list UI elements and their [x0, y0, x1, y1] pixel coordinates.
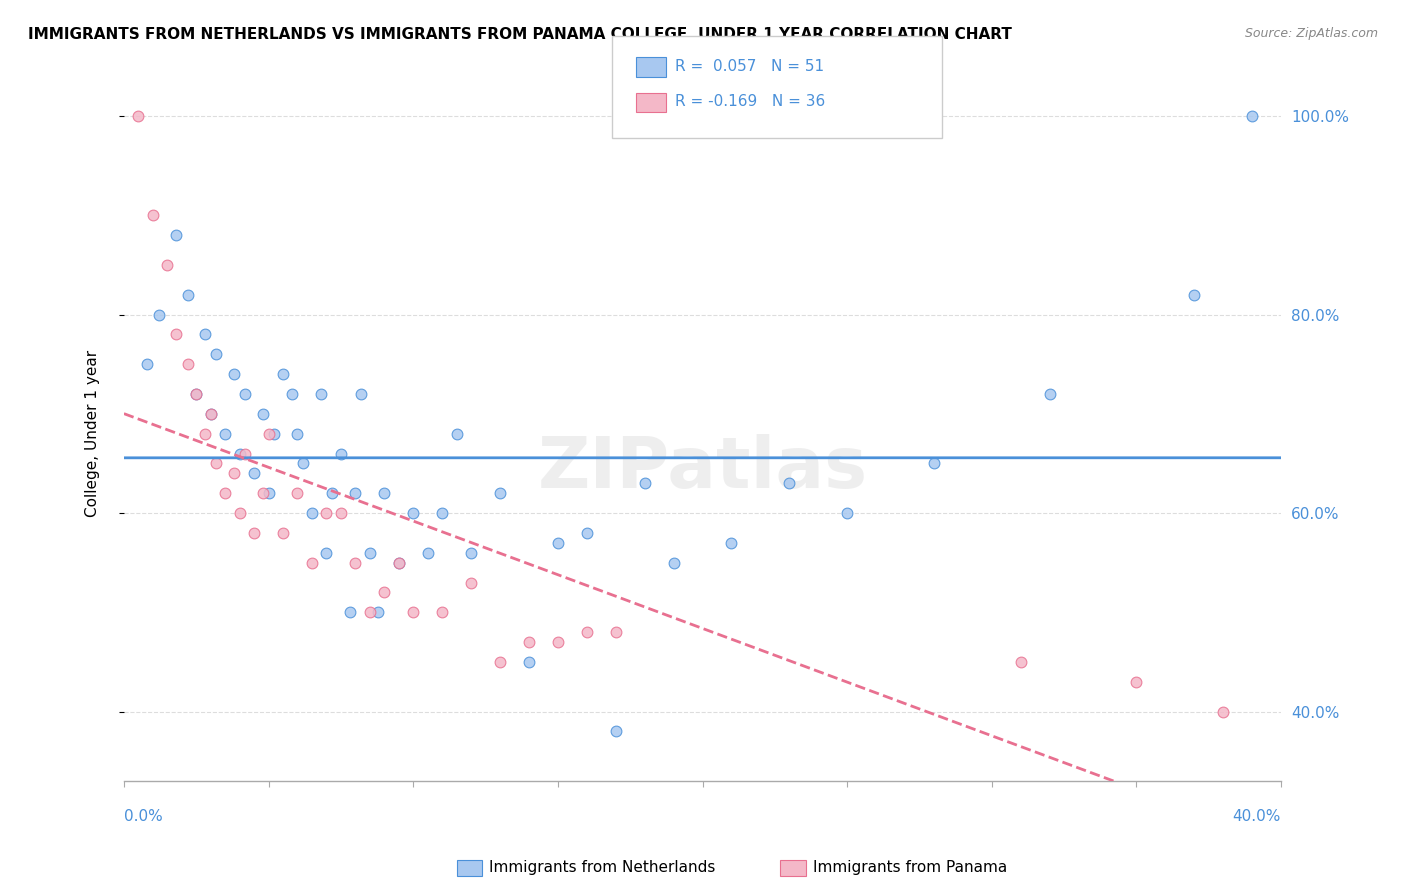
Point — [367, 605, 389, 619]
Point — [416, 546, 439, 560]
Point — [1241, 109, 1264, 123]
Point — [837, 506, 859, 520]
Point — [263, 426, 285, 441]
Point — [165, 327, 187, 342]
Point — [388, 556, 411, 570]
Point — [136, 357, 159, 371]
Point — [1212, 705, 1234, 719]
Point — [321, 486, 343, 500]
Point — [605, 724, 627, 739]
Point — [662, 556, 685, 570]
Point — [575, 625, 598, 640]
Point — [309, 387, 332, 401]
Point — [186, 387, 208, 401]
Point — [292, 457, 315, 471]
Y-axis label: College, Under 1 year: College, Under 1 year — [86, 351, 100, 517]
Point — [243, 467, 266, 481]
Point — [214, 426, 236, 441]
Text: Source: ZipAtlas.com: Source: ZipAtlas.com — [1244, 27, 1378, 40]
Point — [301, 506, 323, 520]
Point — [339, 605, 361, 619]
Point — [1039, 387, 1062, 401]
Point — [271, 525, 294, 540]
Point — [271, 367, 294, 381]
Point — [315, 506, 337, 520]
Point — [373, 486, 395, 500]
Point — [243, 525, 266, 540]
Point — [257, 486, 280, 500]
Point — [547, 635, 569, 649]
Point — [228, 506, 250, 520]
Text: ZIPatlas: ZIPatlas — [537, 434, 868, 503]
Point — [228, 446, 250, 460]
Point — [186, 387, 208, 401]
Point — [446, 426, 468, 441]
Point — [194, 327, 217, 342]
Point — [720, 536, 742, 550]
Point — [205, 347, 228, 361]
Point — [575, 525, 598, 540]
Point — [605, 625, 627, 640]
Point — [359, 605, 381, 619]
Point — [252, 407, 274, 421]
Point — [222, 367, 245, 381]
Point — [388, 556, 411, 570]
Point — [315, 546, 337, 560]
Point — [165, 228, 187, 243]
Point — [547, 536, 569, 550]
Point — [235, 387, 257, 401]
Point — [633, 476, 655, 491]
Point — [460, 546, 482, 560]
Point — [222, 467, 245, 481]
Point — [344, 556, 367, 570]
Point — [301, 556, 323, 570]
Point — [205, 457, 228, 471]
Text: Immigrants from Netherlands: Immigrants from Netherlands — [489, 861, 716, 875]
Point — [489, 655, 512, 669]
Point — [156, 258, 179, 272]
Point — [1010, 655, 1032, 669]
Text: R = -0.169   N = 36: R = -0.169 N = 36 — [675, 95, 825, 109]
Point — [344, 486, 367, 500]
Point — [200, 407, 222, 421]
Text: 0.0%: 0.0% — [124, 809, 163, 824]
Point — [460, 575, 482, 590]
Point — [252, 486, 274, 500]
Point — [1182, 287, 1205, 301]
Point — [359, 546, 381, 560]
Text: R =  0.057   N = 51: R = 0.057 N = 51 — [675, 59, 824, 73]
Point — [402, 605, 425, 619]
Point — [142, 208, 165, 222]
Point — [214, 486, 236, 500]
Point — [373, 585, 395, 599]
Point — [257, 426, 280, 441]
Point — [517, 655, 540, 669]
Point — [176, 287, 198, 301]
Point — [280, 387, 302, 401]
Point — [194, 426, 217, 441]
Point — [489, 486, 512, 500]
Point — [517, 635, 540, 649]
Point — [778, 476, 800, 491]
Point — [176, 357, 198, 371]
Text: 40.0%: 40.0% — [1233, 809, 1281, 824]
Point — [1125, 674, 1147, 689]
Point — [430, 605, 453, 619]
Point — [127, 109, 149, 123]
Point — [329, 506, 352, 520]
Point — [402, 506, 425, 520]
Text: Immigrants from Panama: Immigrants from Panama — [813, 861, 1007, 875]
Point — [287, 426, 309, 441]
Point — [922, 457, 945, 471]
Point — [430, 506, 453, 520]
Point — [329, 446, 352, 460]
Point — [350, 387, 373, 401]
Point — [200, 407, 222, 421]
Text: IMMIGRANTS FROM NETHERLANDS VS IMMIGRANTS FROM PANAMA COLLEGE, UNDER 1 YEAR CORR: IMMIGRANTS FROM NETHERLANDS VS IMMIGRANT… — [28, 27, 1012, 42]
Point — [287, 486, 309, 500]
Point — [148, 308, 170, 322]
Point — [235, 446, 257, 460]
